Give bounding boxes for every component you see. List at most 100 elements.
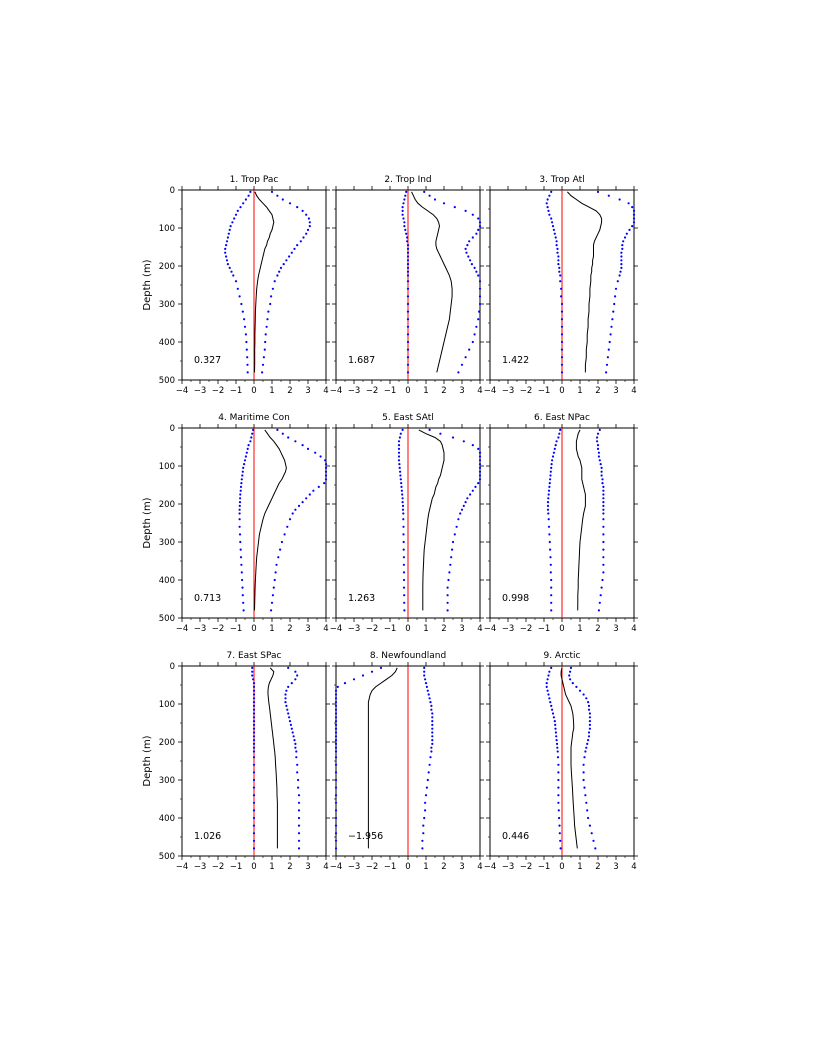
upper-bound-point — [426, 778, 429, 782]
panel-title: 1. Trop Pac — [230, 175, 279, 185]
y-tick-label: 200 — [159, 738, 175, 748]
upper-bound-point — [588, 720, 592, 723]
upper-bound-point — [446, 594, 449, 597]
lower-bound-point — [252, 689, 256, 692]
x-tick-label: −1 — [538, 386, 551, 396]
y-tick-label: 500 — [159, 614, 175, 624]
lower-bound-point — [334, 839, 338, 842]
lower-bound-point — [251, 670, 254, 673]
lower-bound-point — [402, 512, 405, 515]
lower-bound-point — [398, 463, 401, 466]
lower-bound-point — [406, 302, 410, 306]
panel-8: 8. Newfoundland −4 −3 −2 −1 0 1 2 3 4 −1.956 — [330, 651, 484, 872]
lower-bound-point — [552, 716, 556, 719]
lower-bound-point — [334, 786, 338, 789]
lower-bound-point — [334, 809, 338, 812]
lower-bound-point — [548, 697, 551, 700]
x-tick-label: 2 — [595, 624, 600, 634]
lower-bound-point — [560, 363, 564, 366]
upper-bound-point — [262, 356, 265, 359]
upper-bound-point — [261, 363, 265, 366]
lower-bound-point — [243, 325, 247, 328]
upper-bound-point — [596, 440, 599, 443]
lower-bound-point — [547, 209, 550, 212]
x-tick-label: 4 — [323, 862, 328, 872]
upper-bound-point — [477, 318, 480, 321]
x-tick-label: −4 — [330, 386, 343, 396]
lower-bound-point — [238, 501, 242, 504]
lower-bound-point — [406, 280, 410, 283]
lower-bound-point — [334, 735, 338, 738]
upper-bound-point — [312, 489, 315, 492]
upper-bound-point — [314, 451, 317, 454]
y-tick-label: 500 — [159, 852, 175, 862]
upper-bound-point — [288, 716, 291, 719]
upper-bound-point — [478, 302, 482, 306]
lower-bound-point — [557, 263, 560, 266]
upper-bound-point — [610, 325, 613, 328]
upper-bound-point — [295, 756, 298, 759]
lower-bound-point — [244, 455, 247, 458]
lower-bound-point — [231, 221, 234, 224]
upper-bound-point — [631, 206, 634, 209]
upper-bound-point — [625, 232, 628, 235]
mean-profile-line — [254, 191, 275, 373]
lower-bound-point — [400, 485, 403, 488]
lower-bound-point — [406, 340, 410, 344]
upper-bound-point — [427, 771, 430, 774]
lower-bound-point — [398, 436, 401, 439]
lower-bound-point — [402, 556, 405, 559]
lower-bound-point — [224, 247, 227, 250]
mean-profile-line — [411, 191, 453, 373]
lower-bound-point — [404, 228, 407, 231]
upper-bound-point — [607, 348, 610, 351]
lower-bound-point — [548, 482, 551, 485]
x-tick-label: −4 — [330, 624, 343, 634]
lower-bound-point — [557, 763, 560, 766]
lower-bound-point — [334, 731, 338, 734]
lower-bound-point — [252, 723, 256, 727]
lower-bound-point — [550, 217, 553, 220]
upper-bound-point — [431, 720, 434, 723]
upper-bound-point — [621, 247, 624, 250]
upper-bound-point — [319, 455, 322, 458]
lower-bound-point — [334, 794, 338, 797]
upper-bound-point — [620, 255, 623, 258]
lower-bound-point — [551, 459, 554, 462]
panel-3: 3. Trop Atl −4 −3 −2 −1 0 1 2 3 4 1.422 — [484, 175, 638, 396]
x-tick-label: −2 — [212, 624, 225, 634]
mean-profile-line — [254, 429, 287, 611]
lower-bound-point — [397, 440, 401, 443]
lower-bound-point — [343, 682, 347, 685]
upper-bound-point — [280, 540, 283, 544]
upper-bound-point — [598, 459, 601, 462]
x-tick-label: −1 — [538, 862, 551, 872]
lower-bound-point — [399, 474, 402, 477]
upper-bound-point — [288, 518, 292, 521]
y-tick-label: 100 — [159, 700, 175, 710]
lower-bound-point — [556, 247, 559, 250]
panel-title: 5. East SAtl — [382, 413, 434, 423]
upper-bound-point — [297, 778, 300, 782]
lower-bound-point — [550, 190, 553, 193]
upper-bound-point — [324, 470, 328, 473]
panel-1: 1. Trop Pac −4 −3 −2 −1 0 1 2 3 4 0 100 200 300 400 500… — [142, 175, 330, 396]
x-tick-label: 1 — [423, 862, 428, 872]
upper-bound-point — [586, 742, 589, 746]
x-tick-label: 0 — [559, 386, 564, 396]
lower-bound-point — [556, 756, 560, 759]
upper-bound-point — [266, 318, 269, 321]
lower-bound-point — [334, 847, 338, 850]
x-tick-label: 3 — [305, 624, 310, 634]
x-tick-label: 1 — [269, 624, 274, 634]
lower-bound-point — [232, 274, 235, 277]
lower-bound-point — [246, 371, 249, 374]
lower-bound-point — [241, 470, 244, 473]
upper-bound-point — [431, 727, 434, 730]
upper-bound-point — [602, 533, 605, 536]
upper-bound-point — [297, 801, 301, 804]
lower-bound-point — [401, 497, 404, 500]
x-tick-label: 0 — [405, 862, 410, 872]
upper-bound-point — [294, 670, 297, 673]
upper-bound-point — [473, 266, 476, 269]
